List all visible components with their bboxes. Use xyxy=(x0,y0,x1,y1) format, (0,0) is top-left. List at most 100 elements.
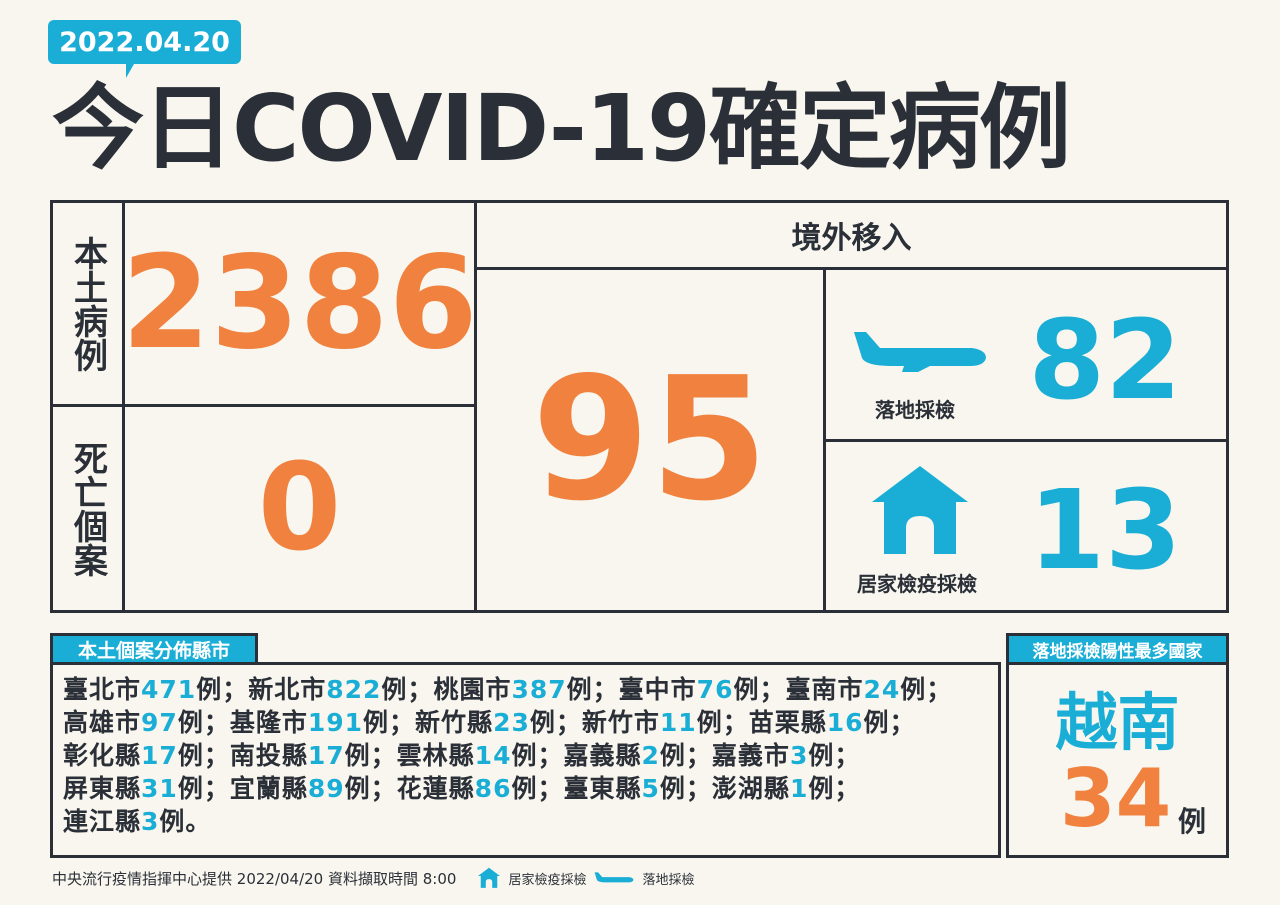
city-count: 89 xyxy=(307,774,345,803)
city-count: 17 xyxy=(307,741,345,770)
city-count: 17 xyxy=(141,741,178,770)
city-unit: 例； xyxy=(363,708,416,737)
city-entry: 嘉義縣2例； xyxy=(563,741,711,770)
city-entry: 彰化縣17例； xyxy=(63,741,230,770)
city-name: 高雄市 xyxy=(63,708,142,737)
city-unit: 例； xyxy=(808,774,861,803)
home-value: 13 xyxy=(1028,466,1182,594)
city-entry: 新竹縣23例； xyxy=(415,708,582,737)
city-name: 嘉義縣 xyxy=(563,741,642,770)
city-unit: 例； xyxy=(344,741,397,770)
city-entry: 連江縣3例。 xyxy=(63,807,211,836)
city-count: 822 xyxy=(326,675,382,704)
city-name: 彰化縣 xyxy=(63,741,142,770)
city-name: 桃園市 xyxy=(433,675,512,704)
city-count: 86 xyxy=(474,774,512,803)
top-country-tag: 落地採檢陽性最多國家 xyxy=(1006,633,1229,663)
city-name: 臺中市 xyxy=(618,675,697,704)
city-entry: 新北市822例； xyxy=(248,675,433,704)
city-name: 新北市 xyxy=(248,675,327,704)
city-entry: 基隆市191例； xyxy=(230,708,415,737)
deaths-value: 0 xyxy=(257,439,342,578)
city-unit: 例； xyxy=(511,741,564,770)
city-name: 新竹縣 xyxy=(415,708,494,737)
city-unit: 例； xyxy=(177,708,230,737)
city-distribution-list: 臺北市471例；新北市822例；桃園市387例；臺中市76例；臺南市24例； 高雄… xyxy=(50,662,1001,858)
city-entry: 臺中市76例； xyxy=(619,675,786,704)
city-unit: 例； xyxy=(529,708,582,737)
local-cases-value: 2386 xyxy=(121,229,478,378)
city-unit: 例； xyxy=(659,741,712,770)
city-entry: 臺北市471例； xyxy=(63,675,248,704)
city-name: 連江縣 xyxy=(63,807,142,836)
home-label: 居家檢疫採檢 xyxy=(857,572,977,596)
city-count: 2 xyxy=(641,741,660,770)
city-entry: 雲林縣14例； xyxy=(397,741,564,770)
city-count: 76 xyxy=(696,675,734,704)
city-count: 31 xyxy=(141,774,178,803)
airplane-icon xyxy=(854,332,986,372)
city-unit: 例； xyxy=(344,774,397,803)
house-icon xyxy=(872,466,968,554)
legend-home: 居家檢疫採檢 xyxy=(508,872,587,888)
city-name: 澎湖縣 xyxy=(711,774,790,803)
airplane-icon xyxy=(595,872,634,883)
airport-value: 82 xyxy=(1028,296,1182,424)
city-entry: 臺南市24例； xyxy=(785,675,952,704)
city-count: 3 xyxy=(789,741,809,770)
city-entry: 花蓮縣86例； xyxy=(397,774,564,803)
footer: 中央流行疫情指揮中心提供 2022/04/20 資料擷取時間 8:00 居家檢疫… xyxy=(52,866,694,890)
city-count: 5 xyxy=(641,774,660,803)
imported-label: 境外移入 xyxy=(791,221,912,256)
city-name: 宜蘭縣 xyxy=(229,774,308,803)
city-unit: 例； xyxy=(900,675,953,704)
top-country-value: 34 xyxy=(1060,752,1172,845)
legend-air: 落地採檢 xyxy=(642,872,695,888)
city-count: 471 xyxy=(141,675,197,704)
city-entry: 新竹市11例； xyxy=(582,708,749,737)
city-name: 苗栗縣 xyxy=(748,708,827,737)
city-entry: 屏東縣31例； xyxy=(63,774,230,803)
city-unit: 例； xyxy=(177,774,230,803)
source-text: 中央流行疫情指揮中心提供 2022/04/20 資料擷取時間 8:00 xyxy=(52,869,457,888)
airport-label: 落地採檢 xyxy=(875,398,955,422)
city-entry: 嘉義市3例； xyxy=(712,741,860,770)
city-entry: 高雄市97例； xyxy=(63,708,230,737)
city-unit: 例； xyxy=(733,675,786,704)
city-count: 97 xyxy=(141,708,178,737)
city-count: 16 xyxy=(826,708,864,737)
top-country-name: 越南 xyxy=(1055,686,1180,759)
local-cases-label: 本土病例 xyxy=(67,235,108,372)
city-entry: 苗栗縣16例； xyxy=(749,708,916,737)
distribution-tag: 本土個案分佈縣市 xyxy=(50,633,258,663)
city-entry: 桃園市387例； xyxy=(433,675,618,704)
top-country-unit: 例 xyxy=(1178,805,1207,838)
city-count: 24 xyxy=(863,675,901,704)
page-title: 今日COVID-19確定病例 xyxy=(52,75,1071,182)
city-name: 臺東縣 xyxy=(563,774,642,803)
city-count: 387 xyxy=(511,675,567,704)
city-count: 14 xyxy=(474,741,512,770)
city-unit: 例； xyxy=(381,675,434,704)
deaths-label: 死亡個案 xyxy=(67,440,108,577)
date-badge: 2022.04.20 xyxy=(48,20,241,78)
city-count: 1 xyxy=(789,774,809,803)
city-unit: 例； xyxy=(863,708,916,737)
city-name: 臺北市 xyxy=(63,675,142,704)
top-country-box xyxy=(1006,662,1229,858)
city-name: 雲林縣 xyxy=(396,741,475,770)
city-name: 屏東縣 xyxy=(63,774,142,803)
city-entry: 澎湖縣1例； xyxy=(712,774,860,803)
city-name: 臺南市 xyxy=(785,675,864,704)
house-icon xyxy=(478,867,501,888)
city-unit: 例； xyxy=(196,675,249,704)
city-count: 191 xyxy=(307,708,364,737)
city-name: 新竹市 xyxy=(581,708,660,737)
city-count: 11 xyxy=(659,708,697,737)
city-name: 嘉義市 xyxy=(711,741,790,770)
imported-value: 95 xyxy=(531,341,769,539)
city-unit: 例。 xyxy=(159,807,212,836)
city-entry: 宜蘭縣89例； xyxy=(230,774,397,803)
city-count: 3 xyxy=(141,807,160,836)
city-unit: 例； xyxy=(511,774,564,803)
